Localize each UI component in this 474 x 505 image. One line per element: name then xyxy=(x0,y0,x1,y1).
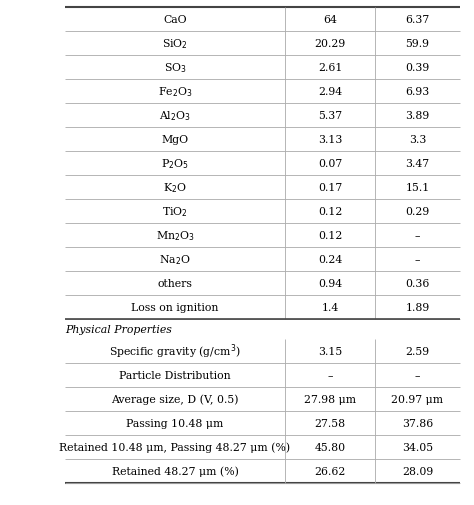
Text: 3.15: 3.15 xyxy=(318,346,342,357)
Text: Passing 10.48 μm: Passing 10.48 μm xyxy=(127,418,224,428)
Text: 0.94: 0.94 xyxy=(318,278,342,288)
Text: Average size, D (V, 0.5): Average size, D (V, 0.5) xyxy=(111,394,239,405)
Text: 1.4: 1.4 xyxy=(321,302,338,313)
Text: 26.62: 26.62 xyxy=(314,466,346,476)
Text: 0.12: 0.12 xyxy=(318,231,342,240)
Text: CaO: CaO xyxy=(163,15,187,25)
Text: –: – xyxy=(415,255,420,265)
Text: 20.97 μm: 20.97 μm xyxy=(392,394,444,404)
Text: Al$_2$O$_3$: Al$_2$O$_3$ xyxy=(159,109,191,123)
Text: Mn$_2$O$_3$: Mn$_2$O$_3$ xyxy=(155,229,194,242)
Text: Loss on ignition: Loss on ignition xyxy=(131,302,219,313)
Text: SO$_3$: SO$_3$ xyxy=(164,61,186,75)
Text: 3.13: 3.13 xyxy=(318,135,342,145)
Text: 2.94: 2.94 xyxy=(318,87,342,97)
Text: Fe$_2$O$_3$: Fe$_2$O$_3$ xyxy=(158,85,192,98)
Text: Physical Properties: Physical Properties xyxy=(65,324,172,334)
Text: 3.47: 3.47 xyxy=(405,159,429,169)
Text: Particle Distribution: Particle Distribution xyxy=(119,370,231,380)
Text: 34.05: 34.05 xyxy=(402,442,433,452)
Text: Specific gravity (g/cm$^3$): Specific gravity (g/cm$^3$) xyxy=(109,342,241,361)
Text: 1.89: 1.89 xyxy=(405,302,429,313)
Text: 59.9: 59.9 xyxy=(405,39,429,49)
Text: 20.29: 20.29 xyxy=(314,39,346,49)
Text: K$_2$O: K$_2$O xyxy=(163,181,187,194)
Text: TiO$_2$: TiO$_2$ xyxy=(162,205,188,219)
Text: 64: 64 xyxy=(323,15,337,25)
Text: P$_2$O$_5$: P$_2$O$_5$ xyxy=(161,157,189,171)
Text: –: – xyxy=(327,370,333,380)
Text: 3.89: 3.89 xyxy=(405,111,429,121)
Text: 28.09: 28.09 xyxy=(402,466,433,476)
Text: Na$_2$O: Na$_2$O xyxy=(159,252,191,266)
Text: 45.80: 45.80 xyxy=(314,442,346,452)
Text: 27.98 μm: 27.98 μm xyxy=(304,394,356,404)
Text: 2.59: 2.59 xyxy=(405,346,429,357)
Text: Retained 10.48 μm, Passing 48.27 μm (%): Retained 10.48 μm, Passing 48.27 μm (%) xyxy=(59,442,291,452)
Text: 6.93: 6.93 xyxy=(405,87,429,97)
Text: MgO: MgO xyxy=(162,135,189,145)
Text: 0.29: 0.29 xyxy=(405,207,429,217)
Text: 27.58: 27.58 xyxy=(314,418,346,428)
Text: 0.24: 0.24 xyxy=(318,255,342,265)
Text: Retained 48.27 μm (%): Retained 48.27 μm (%) xyxy=(111,466,238,476)
Text: 2.61: 2.61 xyxy=(318,63,342,73)
Text: 0.36: 0.36 xyxy=(405,278,430,288)
Text: –: – xyxy=(415,370,420,380)
Text: 3.3: 3.3 xyxy=(409,135,426,145)
Text: 15.1: 15.1 xyxy=(405,183,429,192)
Text: SiO$_2$: SiO$_2$ xyxy=(162,37,188,51)
Text: 37.86: 37.86 xyxy=(402,418,433,428)
Text: 6.37: 6.37 xyxy=(405,15,429,25)
Text: 0.12: 0.12 xyxy=(318,207,342,217)
Text: 0.39: 0.39 xyxy=(405,63,429,73)
Text: others: others xyxy=(157,278,192,288)
Text: –: – xyxy=(415,231,420,240)
Text: 5.37: 5.37 xyxy=(318,111,342,121)
Text: 0.07: 0.07 xyxy=(318,159,342,169)
Text: 0.17: 0.17 xyxy=(318,183,342,192)
